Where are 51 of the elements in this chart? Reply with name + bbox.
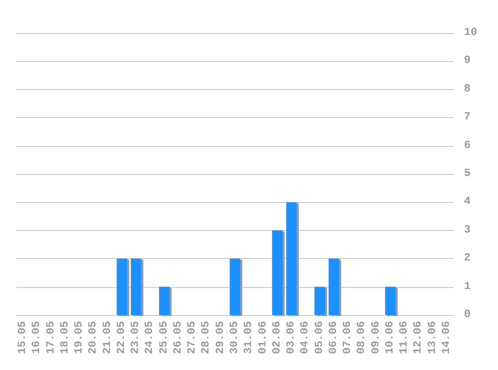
x-tick-label: 22.05 (116, 320, 128, 354)
x-tick-label: 12.06 (412, 321, 425, 354)
x-tick-label: 21.05 (102, 320, 114, 354)
x-tick-label: 02.06 (271, 321, 284, 354)
y-tick-label: 9 (464, 55, 471, 68)
bar (328, 258, 340, 315)
x-tick-label: 18.05 (59, 320, 72, 354)
x-tick-label: 29.05 (214, 320, 227, 354)
y-tick-label: 1 (464, 280, 471, 293)
bar (286, 202, 297, 315)
bar (230, 258, 240, 315)
x-tick-label: 08.06 (356, 321, 368, 354)
x-tick-label: 03.06 (286, 321, 298, 354)
x-tick-label: 17.05 (45, 320, 58, 354)
y-tick-label: 6 (464, 140, 471, 152)
y-tick-label: 10 (464, 27, 478, 39)
y-tick-label: 2 (464, 252, 471, 265)
x-tick-label: 20.05 (88, 320, 100, 354)
x-tick-label: 15.05 (17, 320, 30, 354)
x-tick-label: 14.06 (440, 321, 453, 354)
x-tick-label: 01.06 (257, 321, 270, 354)
x-tick-label: 04.06 (300, 321, 312, 354)
x-tick-label: 30.05 (229, 320, 241, 354)
x-tick-label: 26.05 (172, 320, 184, 354)
x-tick-label: 19.05 (74, 320, 86, 354)
bar (116, 258, 128, 315)
bar (130, 258, 142, 315)
x-tick-label: 05.06 (314, 321, 326, 354)
y-tick-label: 3 (464, 224, 471, 236)
x-tick-label: 07.06 (342, 321, 354, 354)
x-tick-label: 11.06 (398, 321, 411, 354)
bar (385, 286, 396, 315)
x-tick-label: 28.05 (200, 320, 213, 354)
x-tick-label: 16.05 (31, 320, 44, 354)
x-tick-label: 25.05 (158, 320, 170, 354)
x-tick-label: 10.06 (384, 321, 396, 354)
x-tick-label: 31.05 (243, 320, 256, 354)
x-tick-label: 23.05 (130, 320, 142, 354)
y-tick-label: 4 (464, 196, 471, 208)
x-tick-label: 13.06 (426, 321, 439, 354)
y-tick-label: 8 (464, 83, 471, 96)
x-tick-label: 06.06 (328, 321, 340, 354)
y-tick-label: 0 (464, 309, 471, 321)
bar (314, 286, 326, 315)
x-tick-label: 09.06 (370, 321, 382, 354)
x-tick-label: 27.05 (186, 320, 199, 354)
bar (159, 286, 170, 315)
y-tick-label: 7 (464, 112, 471, 124)
x-tick-label: 24.05 (144, 320, 156, 354)
y-tick-label: 5 (464, 168, 471, 180)
bar (272, 230, 283, 315)
